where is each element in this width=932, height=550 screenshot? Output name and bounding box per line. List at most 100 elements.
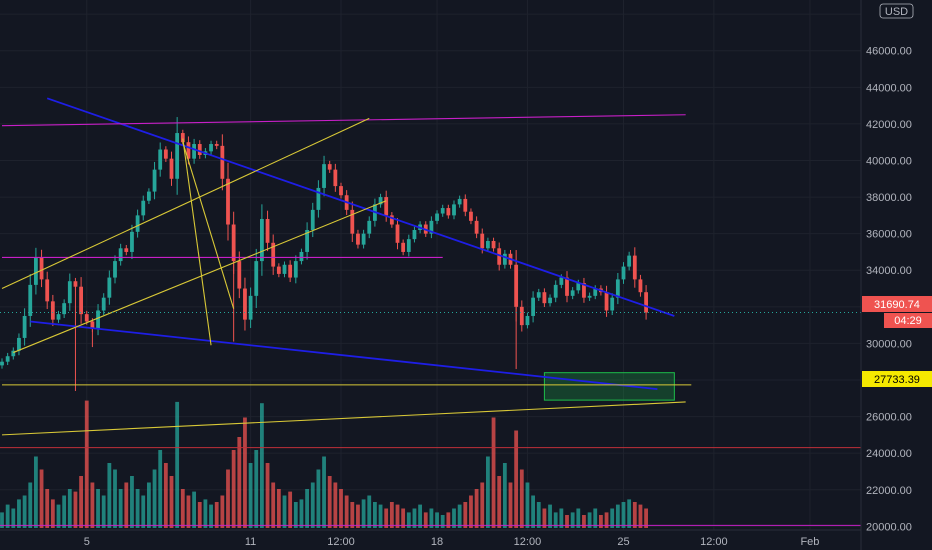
candle-body [536,292,541,298]
volume-bar [389,502,394,528]
volume-bar [570,512,575,528]
volume-bar [367,495,372,528]
volume-bar [621,502,626,528]
candle-body [553,284,558,298]
volume-bar [632,502,637,528]
volume-bar [401,508,406,528]
candle-body [175,133,180,179]
candle-body [333,169,338,187]
candle-body [412,230,417,240]
volume-bar [260,403,264,528]
candle-body [350,209,355,234]
candle-body [282,264,287,274]
candle-body [17,337,21,351]
candle-body [50,301,55,320]
candle-body [34,257,38,285]
candle-body [429,220,434,234]
candle-body [542,292,547,304]
trendline-drop-line-b[interactable] [182,142,235,309]
time-axis[interactable]: 5 11 12:00 18 12:00 25 12:00 Feb [84,536,820,548]
candle-body [525,315,530,326]
volume-bar [553,512,558,528]
candle-body [406,239,411,252]
volume-bar [576,508,581,528]
drawings[interactable] [0,97,861,526]
candle-body [548,297,552,304]
trendline-long-support[interactable] [1,401,686,436]
volume-bar [288,491,293,528]
candle-body [226,178,230,225]
volume-bar [282,495,287,528]
volume-bar [339,489,343,528]
last-price-value: 31690.74 [874,299,920,311]
candle-body [322,164,326,188]
candle-body [378,197,383,205]
candle-body [299,251,304,262]
candle-body [435,213,439,221]
volume-bar [130,476,134,528]
candle-body [384,197,389,216]
trendline-channel-upper[interactable] [1,117,370,290]
volume-bar [565,515,569,528]
candle-body [214,144,219,146]
candle-body [11,350,16,357]
volume-bar [158,450,163,528]
candle-body [615,279,620,298]
candle-body [316,187,321,210]
volume-bar [418,504,422,528]
candle-body [310,209,315,230]
volume-bar [548,504,552,528]
candle-body [356,233,360,245]
volume-bar [254,450,259,528]
volume-bar [152,469,157,528]
volume-bar [491,417,496,528]
candle-body [401,242,406,252]
candle-body [96,310,100,329]
time-tick-label: 18 [431,536,443,548]
volume-bar [226,469,230,528]
volume-bar [197,502,202,528]
volume-bar [525,482,530,528]
volume-bar [429,508,434,528]
candle-body [180,133,185,143]
candle-body [469,211,473,221]
time-tick-label: 12:00 [327,536,355,548]
trendline-drop-line-a[interactable] [182,138,212,346]
candle-body [519,306,524,326]
volume-bar [406,512,411,528]
price-tick-label: 20000.00 [866,521,912,533]
candle-body [84,314,89,322]
candle-body [62,303,67,315]
volume-bar [497,476,502,528]
volume-bar [28,482,33,528]
trendline-descending-support[interactable] [30,320,658,391]
volume-bar [231,450,236,528]
trendline-channel-lower[interactable] [13,200,387,354]
volume-bar [463,502,468,528]
price-tick-label: 42000.00 [866,119,912,131]
candle-body [192,144,196,159]
trendline-descending-resistance[interactable] [46,97,675,317]
candle-body [480,233,485,249]
volume-bar [203,499,208,528]
volume-bar [34,456,38,528]
volume-bar [73,491,78,528]
trendline-magenta-top[interactable] [1,114,686,127]
candle-body [502,253,507,265]
volume-bar [519,469,524,528]
volume-bar [514,430,519,528]
volume-bar [502,463,507,528]
volume-bar [96,489,100,528]
volume-bar [305,489,309,528]
volume-bar [79,476,83,528]
price-tick-label: 22000.00 [866,485,912,497]
volume-bar [474,489,479,528]
volume-bar [486,456,490,528]
currency-badge[interactable]: USD [879,3,914,19]
candle-body [254,261,259,296]
volume-bar [610,508,615,528]
candle-body [67,281,72,304]
zone-box[interactable] [543,372,675,401]
